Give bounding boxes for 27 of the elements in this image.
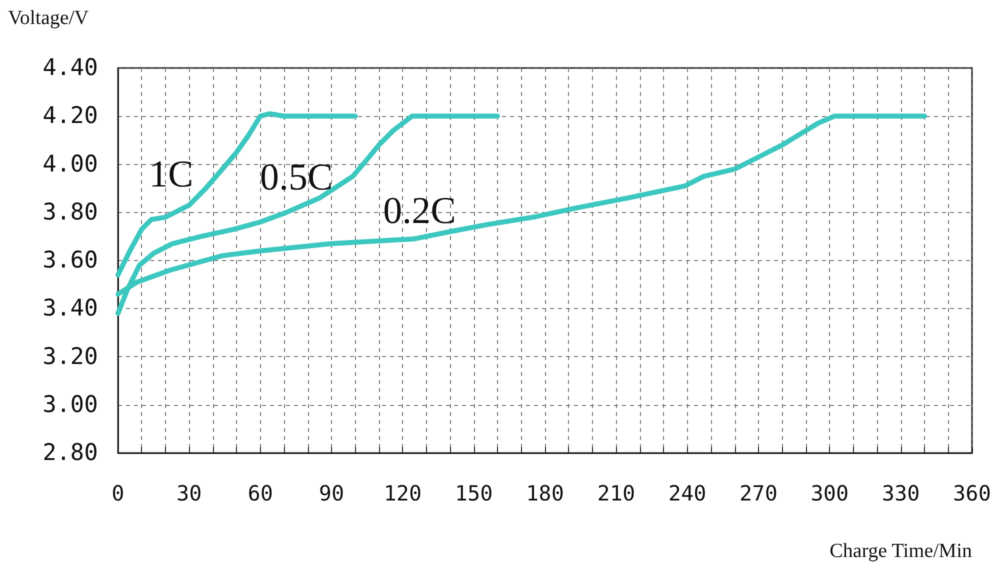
x-tick-label: 180 <box>526 482 564 506</box>
y-tick-label: 3.60 <box>42 248 98 274</box>
x-tick-label: 150 <box>454 482 493 506</box>
series-label: 0.5C <box>260 156 333 198</box>
x-tick-label: 60 <box>248 482 273 506</box>
x-tick-label: 90 <box>318 482 344 506</box>
x-tick-label: 300 <box>810 482 849 506</box>
x-tick-label: 210 <box>597 482 636 506</box>
x-tick-label: 120 <box>384 482 422 506</box>
x-tick-label: 30 <box>176 482 202 506</box>
x-tick-label: 270 <box>740 482 778 506</box>
y-tick-label: 4.00 <box>42 151 98 178</box>
y-axis-title: Voltage/V <box>8 7 90 29</box>
y-tick-label: 4.20 <box>42 103 98 130</box>
series-label: 1C <box>149 154 194 196</box>
series-label: 0.2C <box>383 190 456 232</box>
y-tick-label: 3.00 <box>42 392 98 418</box>
y-tick-label: 3.40 <box>42 296 98 322</box>
y-tick-label: 3.20 <box>42 344 98 370</box>
x-tick-label: 330 <box>882 482 920 506</box>
y-tick-label: 4.40 <box>42 55 98 81</box>
y-tick-label: 2.80 <box>42 440 98 466</box>
x-tick-label: 360 <box>953 482 991 506</box>
x-axis-title: Charge Time/Min <box>830 540 972 562</box>
x-tick-label: 240 <box>668 482 706 506</box>
x-tick-label: 0 <box>112 482 124 506</box>
y-tick-label: 3.80 <box>42 199 98 226</box>
